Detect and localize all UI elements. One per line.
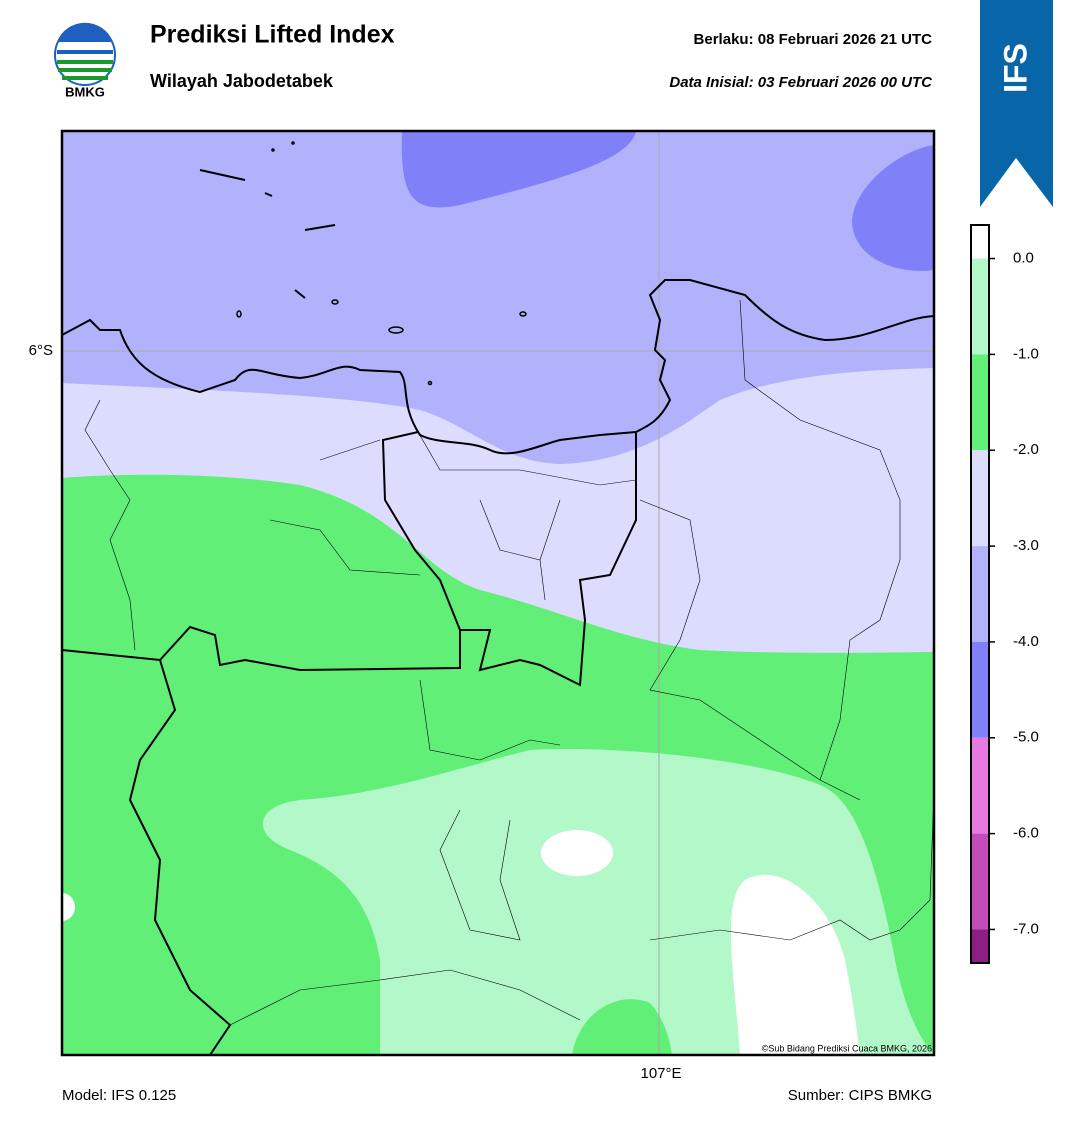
colorbar-tick-label: -2.0: [1013, 441, 1039, 458]
lon-label: 107°E: [640, 1065, 681, 1082]
subtitle: Wilayah Jabodetabek: [150, 71, 334, 91]
colorbar-band: [971, 258, 989, 355]
colorbar-band: [971, 354, 989, 451]
colorbar-band: [971, 225, 989, 259]
colorbar-band: [971, 641, 989, 738]
colorbar-tick-label: -1.0: [1013, 345, 1039, 362]
colorbar-tick-label: 0.0: [1013, 250, 1034, 267]
model-label: Model: IFS 0.125: [62, 1087, 176, 1104]
colorbar-band: [971, 833, 989, 930]
colorbar-tick-label: -3.0: [1013, 537, 1039, 554]
logo-label: BMKG: [65, 84, 105, 99]
colorbar-tick-label: -4.0: [1013, 633, 1039, 650]
valid-time: Berlaku: 08 Februari 2026 21 UTC: [694, 31, 933, 48]
lat-label: 6°S: [29, 342, 53, 359]
colorbar: 0.0 -1.0 -2.0 -3.0 -4.0 -5.0 -6.0 -7.0: [970, 224, 1039, 964]
title: Prediksi Lifted Index: [150, 21, 395, 49]
colorbar-band: [971, 929, 989, 963]
map-frame: [60, 129, 936, 1057]
colorbar-band: [971, 450, 989, 547]
credit: ©Sub Bidang Prediksi Cuaca BMKG, 2026: [762, 1043, 932, 1053]
colorbar-band: [971, 546, 989, 642]
colorbar-band: [971, 737, 989, 834]
map: ©Sub Bidang Prediksi Cuaca BMKG, 2026: [62, 131, 934, 1055]
colorbar-frame: [970, 224, 990, 964]
badge-label: IFS: [997, 43, 1033, 93]
init-time: Data Inisial: 03 Februari 2026 00 UTC: [669, 74, 933, 91]
colorbar-tick-label: -5.0: [1013, 729, 1039, 746]
colorbar-tick-label: -6.0: [1013, 825, 1039, 842]
source-label: Sumber: CIPS BMKG: [788, 1087, 932, 1104]
colorbar-tick-label: -7.0: [1013, 920, 1039, 937]
logo: [54, 22, 116, 86]
badge: [980, 0, 1053, 207]
